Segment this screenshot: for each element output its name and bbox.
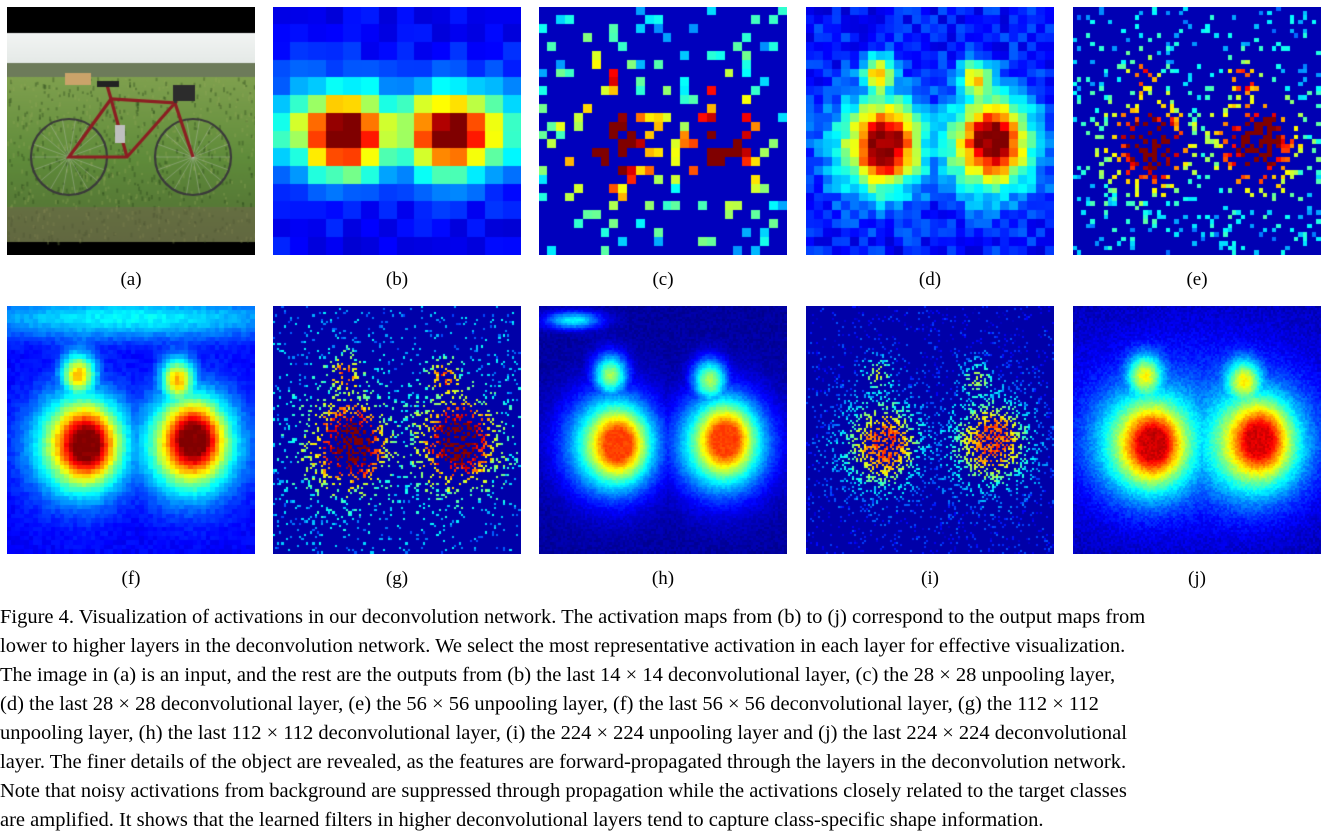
- panel-f-activation-map: [7, 306, 255, 554]
- panel-label-a: (a): [120, 269, 142, 290]
- caption-line: are amplified. It shows that the learned…: [0, 809, 1044, 831]
- caption-line: The image in (a) is an input, and the re…: [0, 664, 1116, 686]
- panel-label-h: (h): [651, 568, 675, 589]
- caption-line: layer. The finer details of the object a…: [0, 751, 1127, 773]
- panel-label-e: (e): [1186, 269, 1208, 290]
- panel-label-i: (i): [921, 568, 939, 589]
- caption-line: unpooling layer, (h) the last 112 × 112 …: [0, 722, 1127, 744]
- caption-line: (d) the last 28 × 28 deconvolutional lay…: [0, 693, 1099, 715]
- caption-line: Figure 4. Visualization of activations i…: [0, 606, 1146, 628]
- panel-j-activation-map: [1073, 306, 1321, 554]
- panel-i-activation-map: [806, 306, 1054, 554]
- panel-e-activation-map: [1073, 7, 1321, 255]
- caption-line: lower to higher layers in the deconvolut…: [0, 635, 1126, 657]
- panel-d-activation-map: [806, 7, 1054, 255]
- caption-line: Note that noisy activations from backgro…: [0, 780, 1127, 802]
- panel-label-j: (j): [1188, 568, 1206, 589]
- panel-label-d: (d): [918, 269, 942, 290]
- panel-label-b: (b): [385, 269, 409, 290]
- panel-b-activation-map: [273, 7, 521, 255]
- figure-caption: Figure 4. Visualization of activations i…: [0, 603, 1330, 835]
- panel-label-g: (g): [385, 568, 409, 589]
- panel-g-activation-map: [273, 306, 521, 554]
- panel-a-input-photo: [7, 7, 255, 255]
- panel-label-f: (f): [121, 568, 141, 589]
- panel-h-activation-map: [539, 306, 787, 554]
- panel-label-c: (c): [652, 269, 674, 290]
- panel-c-activation-map: [539, 7, 787, 255]
